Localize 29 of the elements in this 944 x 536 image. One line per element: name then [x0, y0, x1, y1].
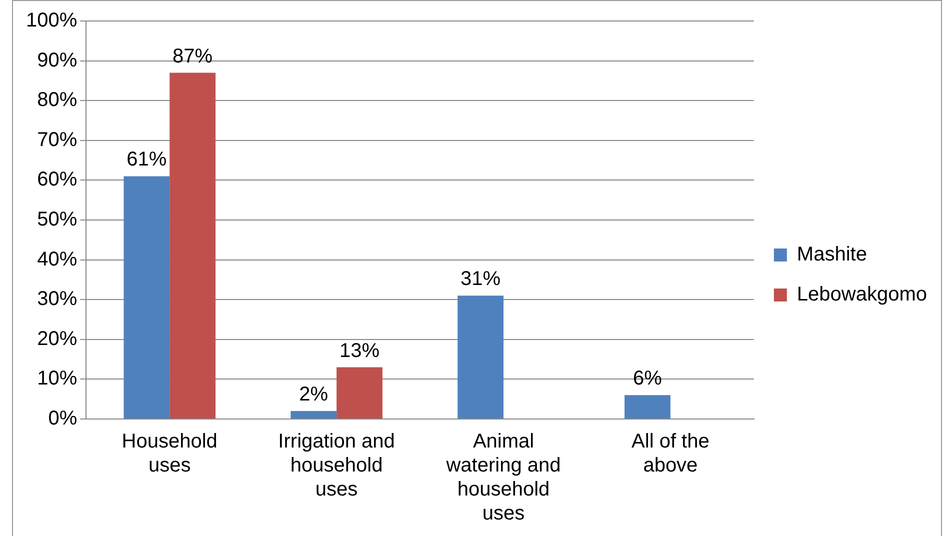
- data-label: 13%: [340, 340, 380, 362]
- x-tick-label: Animal watering and household uses: [445, 430, 561, 525]
- y-tick-label: 40%: [37, 248, 78, 270]
- data-label: 87%: [172, 45, 213, 68]
- y-tick-label: 80%: [37, 89, 78, 112]
- x-tick-label: All of the above: [632, 430, 710, 477]
- data-label: 2%: [299, 384, 328, 406]
- y-tick-label: 60%: [37, 168, 78, 191]
- data-label: 61%: [126, 148, 167, 171]
- legend-label: Mashite: [796, 244, 867, 266]
- x-tick-label: Household uses: [122, 430, 218, 477]
- y-tick-label: 70%: [37, 128, 78, 151]
- y-tick-label: 10%: [37, 368, 78, 390]
- bar: [624, 395, 670, 418]
- bar: [458, 296, 504, 418]
- data-label: 31%: [460, 268, 501, 290]
- y-tick-label: 90%: [37, 49, 78, 72]
- data-label: 6%: [633, 368, 662, 390]
- bar: [290, 411, 337, 418]
- y-tick-label: 0%: [48, 408, 78, 430]
- bar: [170, 72, 216, 418]
- y-tick-label: 50%: [37, 208, 78, 231]
- y-tick-label: 20%: [37, 328, 78, 350]
- y-tick-label: 30%: [37, 288, 78, 310]
- bar: [124, 176, 170, 418]
- bar: [336, 367, 382, 418]
- legend-label: Lebowakgomo: [796, 284, 928, 306]
- y-tick-label: 100%: [26, 10, 78, 32]
- x-tick-label: Irrigation and household uses: [278, 430, 395, 501]
